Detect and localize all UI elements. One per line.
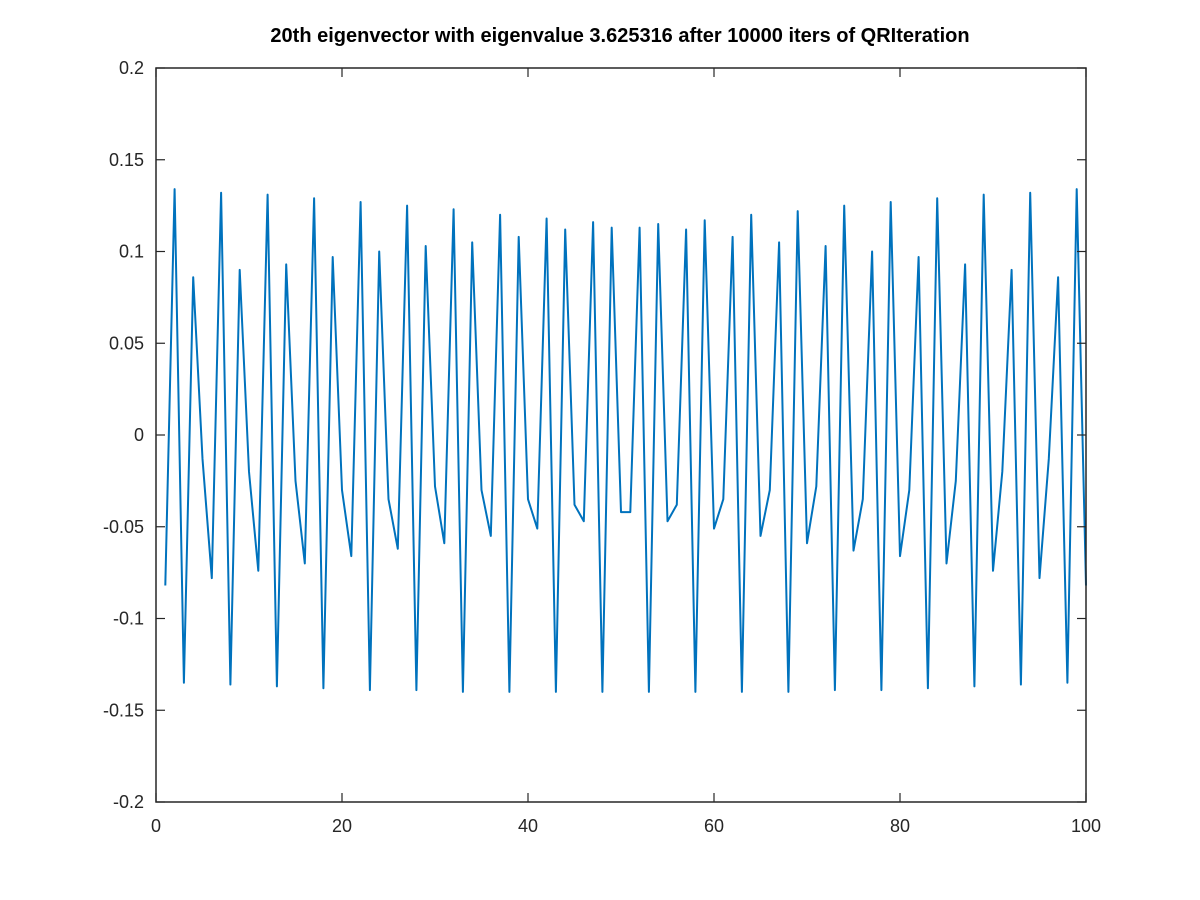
y-tick-label: 0.2	[119, 58, 144, 78]
y-tick-label: 0.05	[109, 333, 144, 353]
series-line-eigenvector	[164, 188, 1087, 693]
y-tick-label: 0.15	[109, 150, 144, 170]
x-tick-label: 60	[704, 816, 724, 836]
axes-box	[155, 67, 1087, 803]
x-tick-label: 20	[332, 816, 352, 836]
y-tick-label: 0.1	[119, 242, 144, 262]
y-tick-label: -0.05	[103, 517, 144, 537]
x-tick-label: 0	[151, 816, 161, 836]
x-tick-label: 100	[1071, 816, 1101, 836]
x-tick-label: 40	[518, 816, 538, 836]
x-tick-label: 80	[890, 816, 910, 836]
y-tick-label: -0.15	[103, 700, 144, 720]
chart-title: 20th eigenvector with eigenvalue 3.62531…	[270, 25, 969, 47]
y-tick-label: -0.1	[113, 609, 144, 629]
plot-area: 0 20 40 60 80 100 -0.2 -0.15 -0.1 -0.05 0 0.05 0.1 0…	[103, 58, 1101, 836]
y-tick-label: 0	[134, 425, 144, 445]
y-tick-label: -0.2	[113, 792, 144, 812]
y-axis-ticks: -0.2 -0.15 -0.1 -0.05 0 0.05 0.1 0.15 0.2	[103, 58, 1086, 812]
axes-background	[156, 68, 1086, 802]
